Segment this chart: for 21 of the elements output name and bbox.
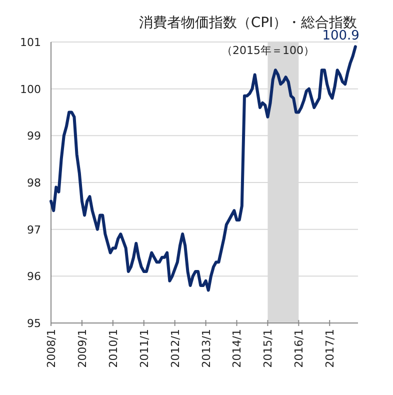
line-series [50,45,357,292]
x-tick-label: 2013/1 [200,329,213,368]
y-tick-label: 95 [27,317,41,330]
x-tick-label: 2010/1 [106,329,120,368]
y-tick-label: 96 [27,270,41,284]
x-tick-label: 2015/1 [262,329,275,368]
x-tick-label: 2008/1 [45,329,58,368]
y-tick-label: 98 [27,176,41,190]
x-tick-label: 2012/1 [168,329,182,368]
chart-subtitle: （2015年＝100） [222,44,314,57]
x-tick-label: 2011/1 [138,329,151,368]
x-tick-label: 2016/1 [292,329,306,368]
y-tick-label: 101 [20,36,41,49]
y-tick-label: 99 [27,130,41,143]
y-tick-label: 97 [27,223,41,236]
data-label: 100.9 [322,28,360,44]
y-tick-label: 100 [20,82,41,96]
x-tick-label: 2014/1 [230,329,244,368]
chart-title: 消費者物価指数（CPI）・総合指数 [138,15,358,31]
x-tick-label: 2017/1 [324,329,337,368]
x-tick-label: 2009/1 [76,329,89,368]
